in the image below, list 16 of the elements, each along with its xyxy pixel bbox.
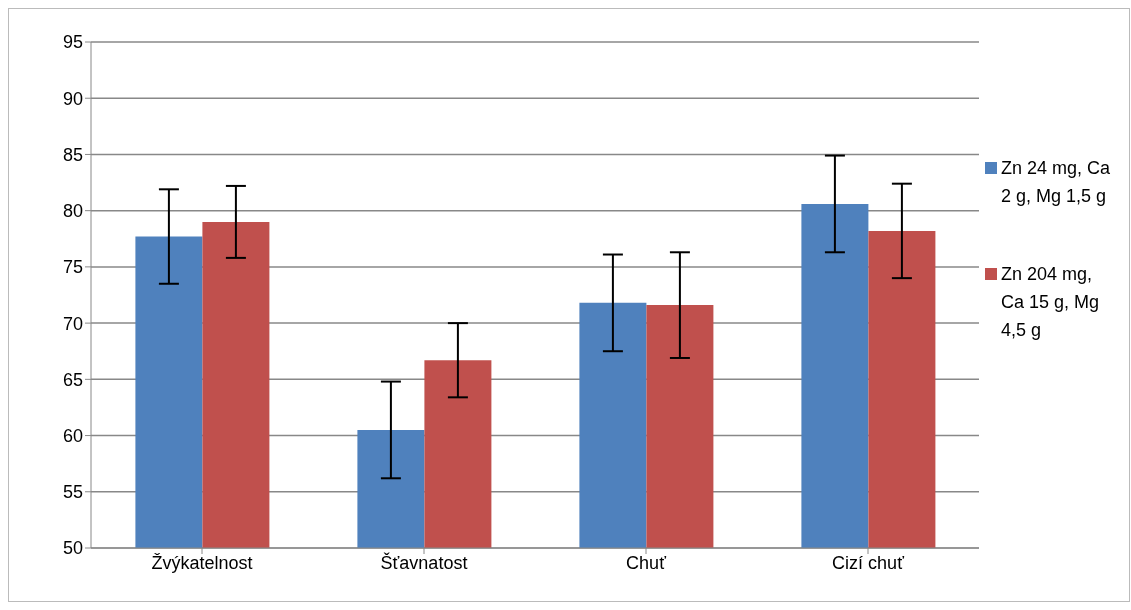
- y-tick-label: 60: [62, 425, 83, 446]
- y-tick-label: 75: [62, 257, 83, 278]
- y-tick-label: 95: [62, 32, 83, 53]
- y-tick-label: 55: [62, 482, 83, 503]
- y-tick-label: 85: [62, 144, 83, 165]
- x-tick-label: Šťavnatost: [380, 551, 468, 573]
- x-tick-label: Cizí chuť: [832, 552, 905, 573]
- legend-label: Zn 24 mg, Ca 2 g, Mg 1,5 g: [1001, 157, 1112, 208]
- x-tick-label: Chuť: [626, 552, 667, 573]
- legend-label: Zn 204 mg, Ca 15 g, Mg 4,5 g: [1001, 263, 1101, 342]
- y-tick-label: 50: [62, 538, 83, 559]
- y-tick-label: 65: [62, 369, 83, 390]
- y-tick-label: 70: [62, 313, 83, 334]
- x-tick-label: Žvýkatelnost: [151, 552, 253, 573]
- y-tick-label: 80: [62, 201, 83, 222]
- y-tick-label: 90: [62, 88, 83, 109]
